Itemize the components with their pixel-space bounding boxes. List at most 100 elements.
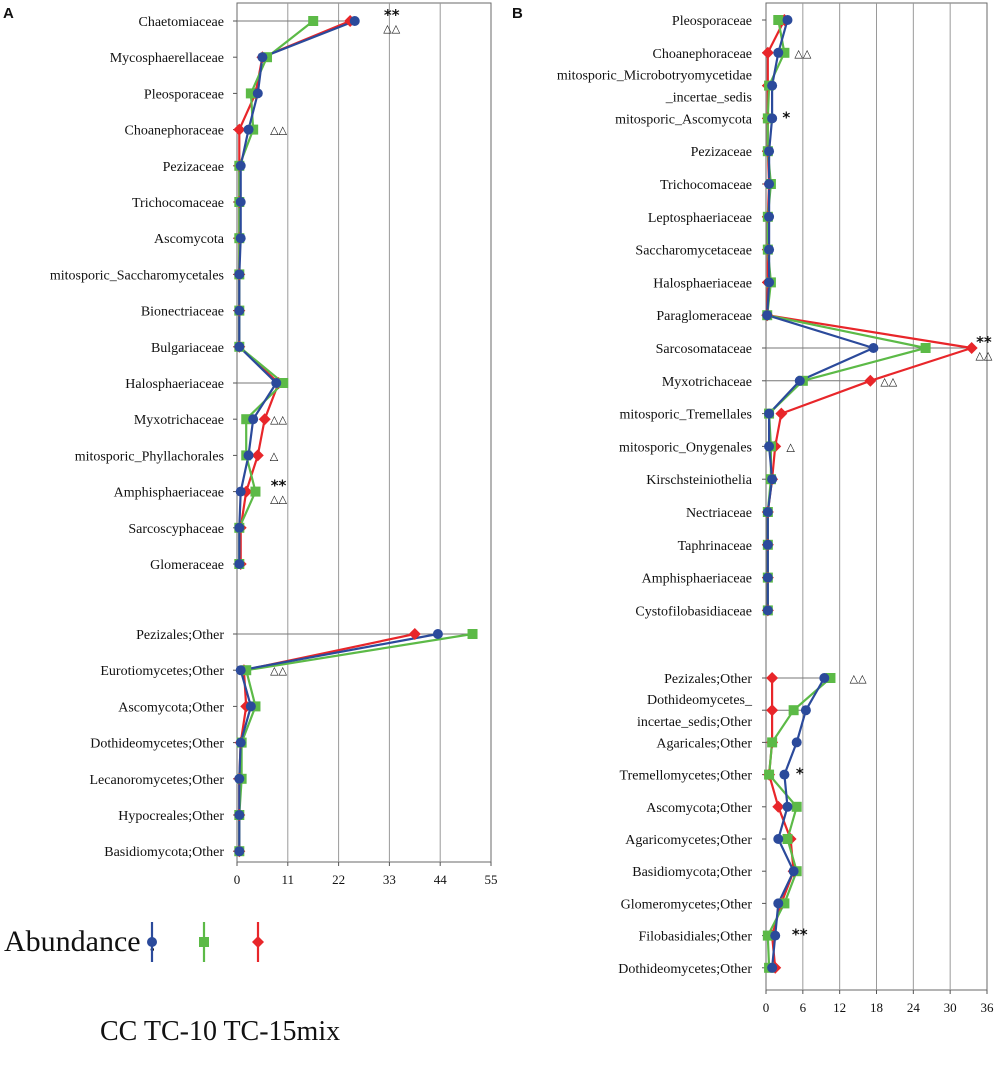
category-label: Kirschsteiniothelia <box>646 473 753 488</box>
significance-triangles: △△ <box>850 672 867 685</box>
x-tick-label: 6 <box>800 1000 807 1015</box>
category-label: Leptosphaeriaceae <box>648 211 752 226</box>
data-point-cc <box>800 705 811 716</box>
legend-title: Abundance : <box>4 925 156 958</box>
series-line-cc <box>771 677 826 968</box>
x-tick-label: 24 <box>907 1000 921 1015</box>
x-tick-label: 33 <box>383 872 396 887</box>
legend-marker-tc-10 <box>199 937 209 947</box>
data-point-cc <box>782 15 793 25</box>
data-point-cc <box>349 16 360 26</box>
x-tick-label: 44 <box>434 872 448 887</box>
category-label: Amphisphaeriaceae <box>114 486 224 501</box>
significance-stars: * <box>782 108 790 126</box>
category-label: Halosphaeriaceae <box>125 377 224 392</box>
category-label: Choanephoraceae <box>125 124 225 139</box>
legend-marker-cc <box>147 937 157 947</box>
x-tick-label: 0 <box>763 1000 770 1015</box>
data-point-tc-10 <box>762 930 773 941</box>
data-point-cc <box>762 507 773 517</box>
data-point-tc-10 <box>773 15 784 25</box>
data-point-tc-15mix <box>864 374 877 387</box>
data-point-cc <box>252 88 263 99</box>
x-tick-label: 12 <box>833 1000 846 1015</box>
significance-triangles: △ <box>786 440 795 453</box>
data-point-cc <box>234 810 245 820</box>
data-point-cc <box>764 244 775 255</box>
data-point-tc-10 <box>764 769 775 780</box>
category-label: Chaetomiaceae <box>138 15 224 30</box>
category-label: mitosporic_Onygenales <box>619 440 752 455</box>
data-point-cc <box>788 866 799 877</box>
data-point-tc-10 <box>467 629 478 639</box>
significance-stars: ** <box>271 477 287 495</box>
x-tick-label: 36 <box>981 1000 995 1015</box>
category-label: Sarcosomataceae <box>656 342 752 357</box>
data-point-tc-15mix <box>775 407 788 420</box>
x-tick-label: 55 <box>485 872 498 887</box>
data-point-cc <box>819 673 830 683</box>
category-label: Pezizales;Other <box>136 628 224 643</box>
category-label: Dothideomycetes;Other <box>618 962 752 977</box>
series-line-cc <box>238 19 356 564</box>
data-point-cc <box>773 47 784 58</box>
data-point-tc-15mix <box>258 413 271 426</box>
category-label: Halosphaeriaceae <box>653 276 752 291</box>
category-label: Lecanoromycetes;Other <box>90 773 225 788</box>
data-point-cc <box>234 559 245 569</box>
category-label: Pezizales;Other <box>664 672 752 687</box>
data-point-cc <box>234 522 245 533</box>
category-label: Mycosphaerellaceae <box>110 51 224 66</box>
category-label: Dothideomycetes_ incertae_sedis;Other <box>637 693 753 730</box>
series-line-tc-15mix <box>766 19 973 611</box>
data-point-cc <box>794 375 805 386</box>
significance-triangles: △△ <box>270 413 287 426</box>
category-label: Filobasidiales;Other <box>638 930 752 945</box>
category-label: Trichocomaceae <box>132 196 224 211</box>
data-point-cc <box>764 146 775 157</box>
x-tick-label: 0 <box>234 872 241 887</box>
category-label: Basidiomycota;Other <box>632 865 752 880</box>
legend-caption: CC TC-10 TC-15mix <box>100 1016 340 1047</box>
data-point-cc <box>235 737 246 748</box>
data-point-cc <box>764 408 775 419</box>
data-point-cc <box>762 310 773 321</box>
data-point-cc <box>791 737 802 748</box>
category-label: Hypocreales;Other <box>118 809 224 824</box>
significance-triangles: △△ <box>383 22 400 35</box>
category-label: mitosporic_Phyllachorales <box>75 449 224 464</box>
data-point-tc-10 <box>782 834 793 844</box>
series-line-tc-10 <box>766 19 927 611</box>
data-point-tc-10 <box>241 665 252 676</box>
data-point-tc-10 <box>245 88 256 99</box>
category-label: Ascomycota <box>154 232 225 247</box>
x-tick-label: 30 <box>944 1000 957 1015</box>
category-label: Choanephoraceae <box>653 47 753 62</box>
x-tick-label: 18 <box>870 1000 883 1015</box>
category-label: Ascomycota;Other <box>646 801 752 816</box>
significance-stars: ** <box>384 6 400 24</box>
data-point-cc <box>782 801 793 812</box>
panel-label: B <box>512 5 523 22</box>
data-point-tc-15mix <box>772 800 785 813</box>
data-point-cc <box>243 450 254 461</box>
plot-frame <box>236 2 492 863</box>
data-point-cc <box>767 80 778 91</box>
category-label: Pezizaceae <box>691 145 752 160</box>
data-point-cc <box>245 701 256 712</box>
data-point-cc <box>762 572 773 583</box>
data-point-tc-10 <box>779 898 790 909</box>
category-label: Paraglomeraceae <box>656 309 752 324</box>
category-label: Tremellomycetes;Other <box>620 769 753 784</box>
category-label: Pezizaceae <box>163 160 224 175</box>
category-label: Myxotrichaceae <box>662 375 752 390</box>
category-label: Ascomycota;Other <box>118 700 224 715</box>
category-label: Agaricales;Other <box>656 736 752 751</box>
data-point-cc <box>234 846 245 857</box>
data-point-cc <box>764 211 775 222</box>
category-label: Dothideomycetes;Other <box>90 737 224 752</box>
panel-label: A <box>3 5 14 22</box>
panel-a: A Chaetomiaceae Mycosphaerellaceae Pleospor… <box>3 2 498 887</box>
data-point-tc-10 <box>788 705 799 716</box>
data-point-cc <box>243 124 254 135</box>
